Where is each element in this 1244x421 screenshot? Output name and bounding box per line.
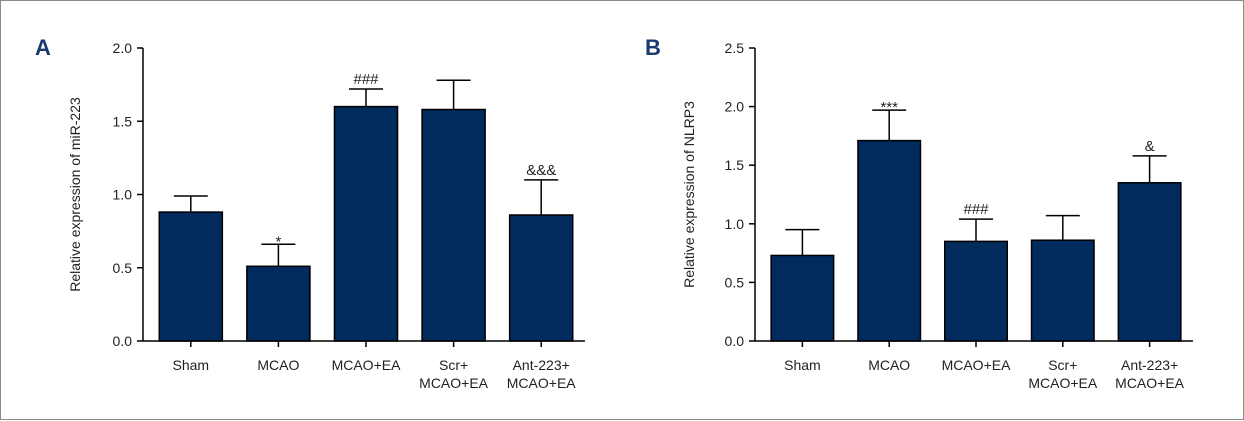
x-tick-label: Ant-223+ <box>1121 357 1178 373</box>
x-tick-label: Sham <box>784 357 821 373</box>
significance-label: * <box>275 233 281 250</box>
bar <box>857 139 922 342</box>
significance-label: *** <box>880 99 898 116</box>
x-tick-label: MCAO+EA <box>1115 375 1185 391</box>
bar <box>1117 182 1182 342</box>
significance-label: &&& <box>526 162 556 179</box>
bar <box>508 214 574 342</box>
bar <box>333 105 399 342</box>
y-tick-label: 1.0 <box>113 187 133 203</box>
x-tick-label: Scr+ <box>439 357 468 373</box>
panel-a: A 0.0 0.5 1.0 1.5 2.0 Relative expression of … <box>35 35 585 391</box>
y-tick-label: 0.5 <box>113 260 133 276</box>
y-tick-label: 0.0 <box>725 333 745 349</box>
bar <box>770 254 835 342</box>
x-tick-label: Sham <box>173 357 210 373</box>
y-tick-label: 2.5 <box>725 40 745 56</box>
x-tick-label: MCAO+EA <box>332 357 402 373</box>
y-tick-label: 1.0 <box>725 216 745 232</box>
x-tick-label: MCAO <box>868 357 910 373</box>
significance-label: ### <box>963 201 989 218</box>
bar <box>1030 239 1095 342</box>
x-tick-label: Scr+ <box>1048 357 1077 373</box>
bar <box>421 108 486 342</box>
x-tick-label: MCAO+EA <box>1028 375 1098 391</box>
bar <box>944 240 1008 342</box>
bar <box>246 265 311 342</box>
y-tick-label: 0.5 <box>725 274 745 290</box>
y-tick-label: 1.5 <box>725 157 745 173</box>
significance-label: & <box>1145 138 1155 155</box>
y-tick-label: 2.0 <box>725 99 745 115</box>
y-tick-label: 1.5 <box>113 113 133 129</box>
x-tick-label: Ant-223+ <box>513 357 570 373</box>
x-tick-label: MCAO+EA <box>419 375 489 391</box>
panel-letter: A <box>35 35 51 60</box>
significance-label: ### <box>353 71 379 88</box>
panel-letter: B <box>645 35 661 60</box>
bar <box>158 211 224 342</box>
x-tick-label: MCAO+EA <box>942 357 1012 373</box>
x-tick-label: MCAO+EA <box>507 375 577 391</box>
y-tick-label: 2.0 <box>113 40 133 56</box>
y-axis-title: Relative expression of miR-223 <box>67 97 83 292</box>
x-tick-label: MCAO <box>257 357 299 373</box>
y-tick-label: 0.0 <box>113 333 133 349</box>
panel-b: B 0.0 0.5 1.0 1.5 2.0 2.5 Relative expression … <box>645 35 1193 391</box>
y-axis-title: Relative expression of NLRP3 <box>681 101 697 288</box>
